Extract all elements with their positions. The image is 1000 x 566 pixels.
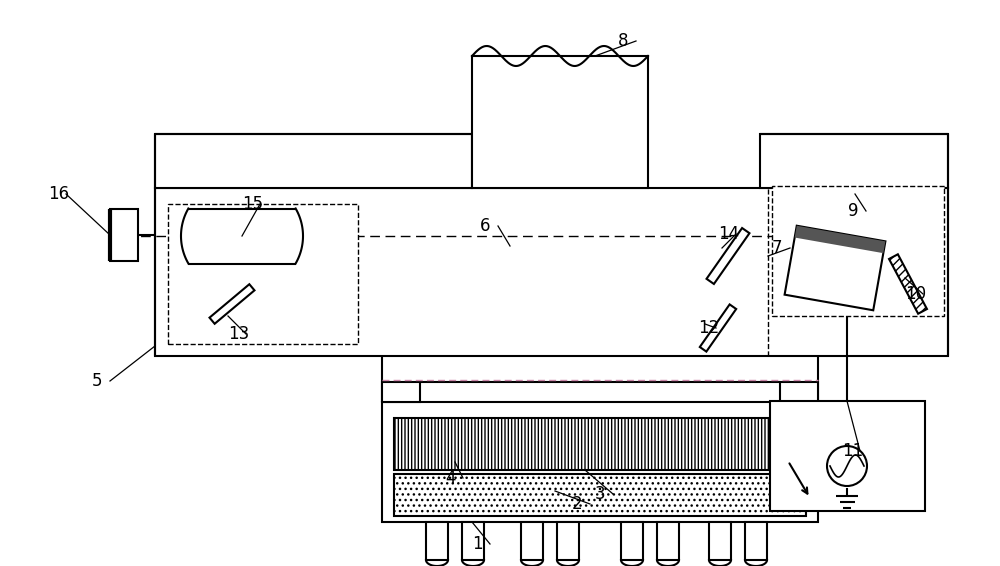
Text: 3: 3 <box>595 485 606 503</box>
Text: 1: 1 <box>472 535 483 553</box>
Bar <box>780 382 818 402</box>
Bar <box>770 401 925 511</box>
Bar <box>210 284 254 324</box>
Text: 11: 11 <box>842 442 863 460</box>
Bar <box>772 186 944 316</box>
Text: 2: 2 <box>572 495 583 513</box>
Bar <box>382 382 420 402</box>
Bar <box>426 522 448 560</box>
Text: 16: 16 <box>48 185 69 203</box>
Bar <box>155 134 472 188</box>
Bar <box>621 522 643 560</box>
Bar <box>521 522 543 560</box>
Bar <box>745 522 767 560</box>
Bar <box>394 418 806 470</box>
Text: 5: 5 <box>92 372 103 390</box>
Bar <box>110 209 138 261</box>
Text: 15: 15 <box>242 195 263 213</box>
Bar <box>795 226 885 253</box>
Text: 12: 12 <box>698 319 719 337</box>
Bar <box>394 474 806 516</box>
Bar <box>382 402 818 522</box>
Text: 9: 9 <box>848 202 858 220</box>
Text: 14: 14 <box>718 225 739 243</box>
Bar <box>889 254 927 314</box>
Text: 13: 13 <box>228 325 249 343</box>
Text: 4: 4 <box>445 469 456 487</box>
Bar <box>168 204 358 344</box>
Bar <box>760 134 948 188</box>
Bar <box>707 228 749 284</box>
Text: 10: 10 <box>905 285 926 303</box>
Bar <box>785 226 885 310</box>
Bar <box>472 56 648 188</box>
Bar <box>462 522 484 560</box>
Bar <box>155 188 948 356</box>
Text: 8: 8 <box>618 32 629 50</box>
Text: 6: 6 <box>480 217 490 235</box>
Text: 7: 7 <box>772 239 782 257</box>
Bar <box>889 254 927 314</box>
Bar <box>657 522 679 560</box>
Bar <box>557 522 579 560</box>
Bar <box>700 305 736 351</box>
Bar <box>709 522 731 560</box>
